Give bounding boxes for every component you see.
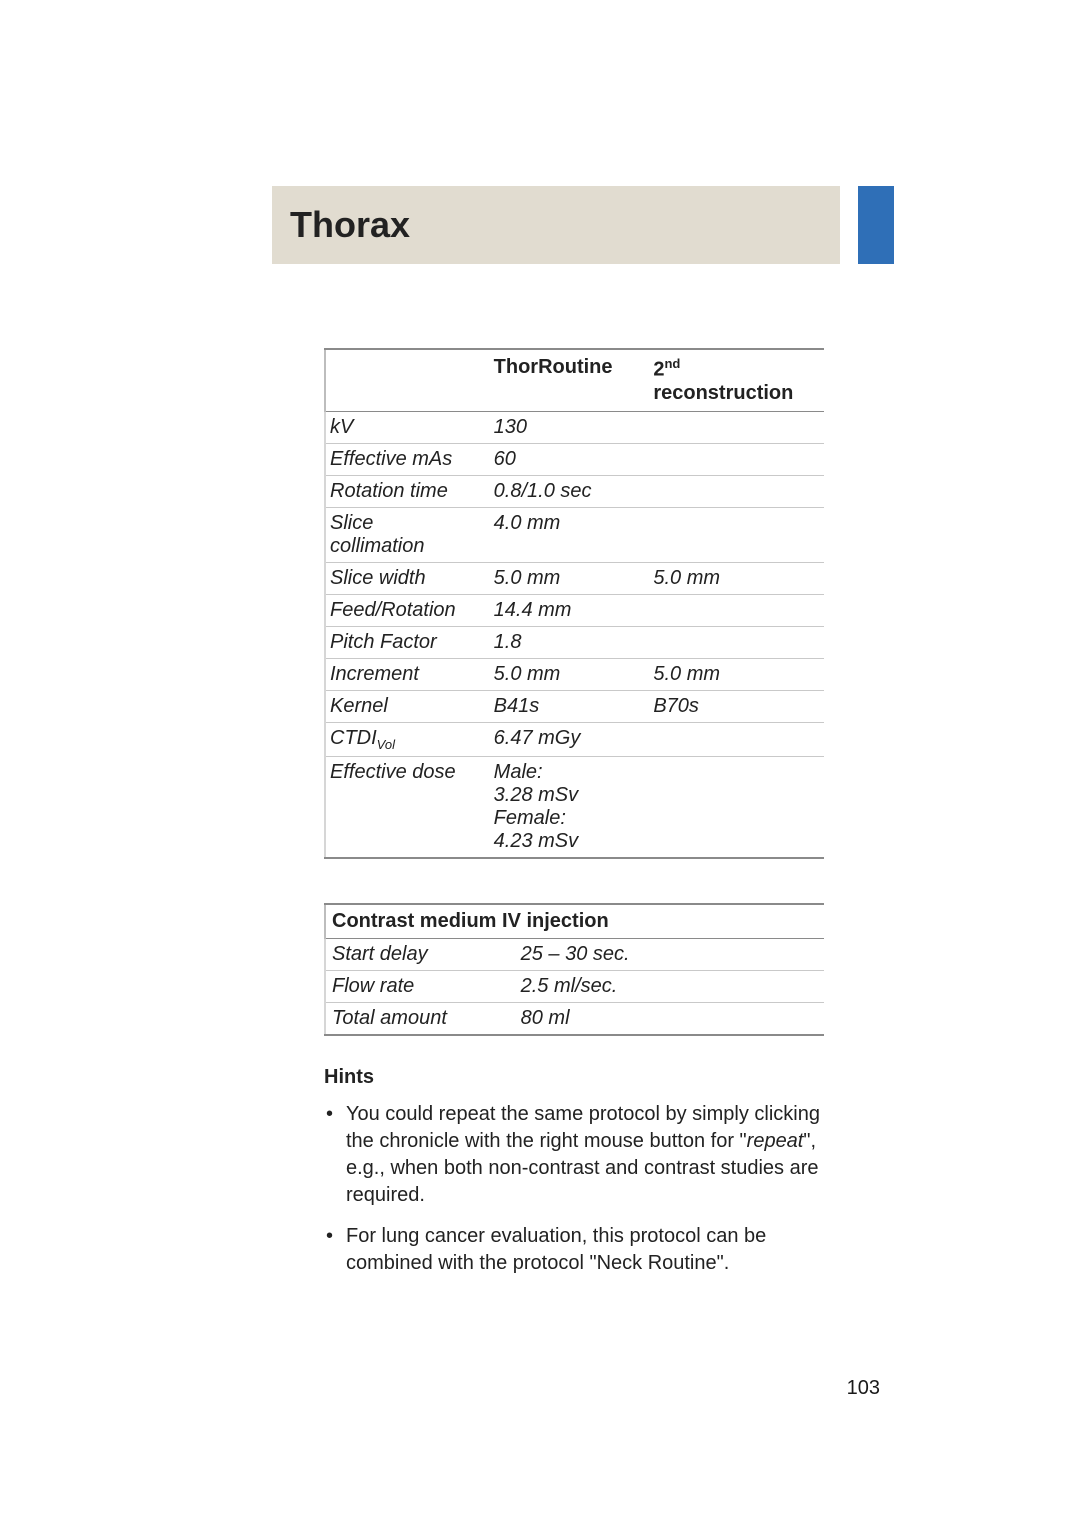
hint-text-pre: For lung cancer evaluation, this protoco… <box>346 1225 766 1274</box>
cell-recon: 5.0 mm <box>649 658 824 690</box>
cell-routine: 1.8 <box>490 626 650 658</box>
table-row: Effective mAs 60 <box>325 443 824 475</box>
cell-routine: 14.4 mm <box>490 594 650 626</box>
cell-routine: 5.0 mm <box>490 562 650 594</box>
table-row: CTDIVol 6.47 mGy <box>325 722 824 756</box>
list-item: You could repeat the same protocol by si… <box>324 1101 824 1209</box>
cell-param: CTDIVol <box>325 722 490 756</box>
cell-recon <box>649 507 824 562</box>
cell-param: Slice collimation <box>325 507 490 562</box>
cell-label: Start delay <box>325 938 515 970</box>
cell-param: Effective mAs <box>325 443 490 475</box>
ctdi-prefix: CTDI <box>330 727 377 749</box>
hint-text-ital: repeat <box>747 1130 804 1152</box>
ctdi-sub: Vol <box>377 737 395 752</box>
header-title-bg: Thorax <box>272 186 840 264</box>
table-row: Kernel B41s B70s <box>325 690 824 722</box>
table-row: Slice collimation 4.0 mm <box>325 507 824 562</box>
cell-param: Effective dose <box>325 756 490 858</box>
cell-recon: B70s <box>649 690 824 722</box>
cell-recon <box>649 756 824 858</box>
cell-param: Feed/Rotation <box>325 594 490 626</box>
cell-recon <box>649 626 824 658</box>
cell-recon <box>649 475 824 507</box>
table-row: Pitch Factor 1.8 <box>325 626 824 658</box>
table-row: Feed/Rotation 14.4 mm <box>325 594 824 626</box>
cell-routine: 60 <box>490 443 650 475</box>
cell-label: Total amount <box>325 1002 515 1035</box>
recon-line2: reconstruction <box>653 382 793 404</box>
cell-value: 25 – 30 sec. <box>515 938 824 970</box>
recon-prefix: 2 <box>653 359 664 381</box>
cell-routine: 0.8/1.0 sec <box>490 475 650 507</box>
cell-param: Rotation time <box>325 475 490 507</box>
cell-value: 80 ml <box>515 1002 824 1035</box>
hints-heading: Hints <box>324 1066 824 1089</box>
table-row: Increment 5.0 mm 5.0 mm <box>325 658 824 690</box>
cell-recon <box>649 443 824 475</box>
cell-param: Slice width <box>325 562 490 594</box>
cell-param: Pitch Factor <box>325 626 490 658</box>
recon-sup: nd <box>664 356 680 371</box>
cell-param: Kernel <box>325 690 490 722</box>
table-row: kV 130 <box>325 411 824 443</box>
list-item: For lung cancer evaluation, this protoco… <box>324 1223 824 1277</box>
header-gap <box>840 186 858 264</box>
col-header-routine: ThorRoutine <box>490 349 650 411</box>
table-row: Rotation time 0.8/1.0 sec <box>325 475 824 507</box>
table-row: Slice width 5.0 mm 5.0 mm <box>325 562 824 594</box>
protocol-table: ThorRoutine 2nd reconstruction kV 130 Ef… <box>324 348 824 859</box>
hints-list: You could repeat the same protocol by si… <box>324 1101 824 1277</box>
cell-routine: B41s <box>490 690 650 722</box>
cell-recon <box>649 722 824 756</box>
col-header-recon: 2nd reconstruction <box>649 349 824 411</box>
cell-routine: 5.0 mm <box>490 658 650 690</box>
table-header-row: ThorRoutine 2nd reconstruction <box>325 349 824 411</box>
section-header: Thorax <box>272 186 894 264</box>
col-header-param <box>325 349 490 411</box>
page-title: Thorax <box>290 204 410 246</box>
cell-routine: 130 <box>490 411 650 443</box>
contrast-title: Contrast medium IV injection <box>325 904 824 939</box>
cell-routine: 4.0 mm <box>490 507 650 562</box>
header-accent <box>858 186 894 264</box>
cell-param: Increment <box>325 658 490 690</box>
cell-label: Flow rate <box>325 970 515 1002</box>
page: Thorax ThorRoutine 2nd reconstruction <box>0 0 1080 1528</box>
page-number: 103 <box>847 1377 880 1400</box>
cell-value: 2.5 ml/sec. <box>515 970 824 1002</box>
cell-routine: Male: 3.28 mSv Female: 4.23 mSv <box>490 756 650 858</box>
table-row: Start delay 25 – 30 sec. <box>325 938 824 970</box>
cell-param: kV <box>325 411 490 443</box>
table-row: Total amount 80 ml <box>325 1002 824 1035</box>
cell-recon <box>649 594 824 626</box>
table-row: Effective dose Male: 3.28 mSv Female: 4.… <box>325 756 824 858</box>
cell-recon <box>649 411 824 443</box>
content-area: ThorRoutine 2nd reconstruction kV 130 Ef… <box>324 348 824 1277</box>
cell-routine: 6.47 mGy <box>490 722 650 756</box>
table-header-row: Contrast medium IV injection <box>325 904 824 939</box>
cell-recon: 5.0 mm <box>649 562 824 594</box>
contrast-table: Contrast medium IV injection Start delay… <box>324 903 824 1036</box>
table-row: Flow rate 2.5 ml/sec. <box>325 970 824 1002</box>
